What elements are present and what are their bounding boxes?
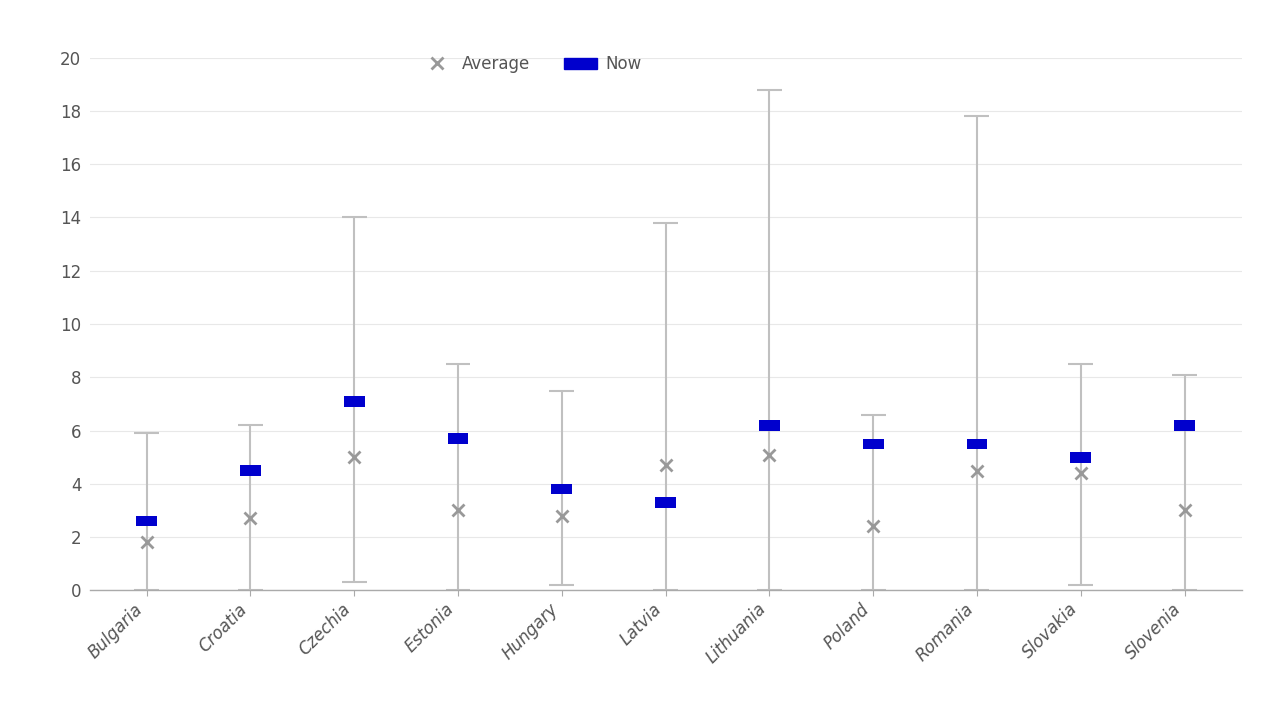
Bar <box>344 396 365 407</box>
Legend: Average, Now: Average, Now <box>421 55 641 73</box>
Bar <box>759 420 780 431</box>
Bar <box>1174 420 1196 431</box>
Bar <box>552 484 572 495</box>
Bar <box>966 438 987 449</box>
Bar <box>448 433 468 444</box>
Bar <box>136 516 157 526</box>
Bar <box>241 465 261 476</box>
Bar <box>1070 452 1091 462</box>
Bar <box>863 438 883 449</box>
Bar <box>655 497 676 508</box>
